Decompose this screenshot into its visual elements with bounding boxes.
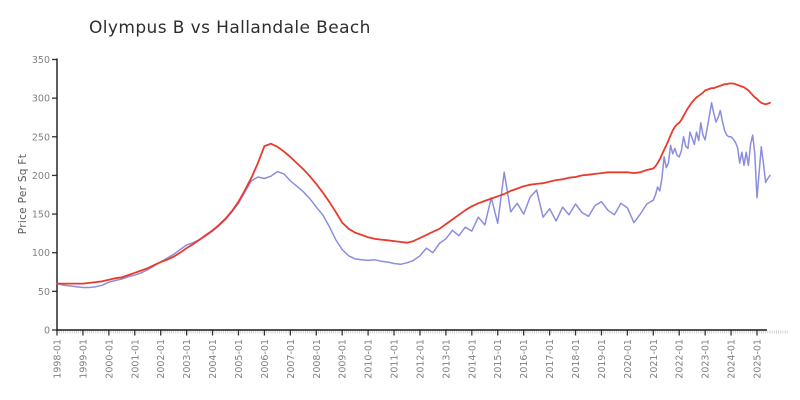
- y-tick-label: 0: [44, 326, 50, 337]
- y-tick-label: 50: [38, 287, 50, 298]
- x-tick-label: 1998-01: [53, 339, 64, 379]
- x-tick-label: 2001-01: [130, 339, 141, 379]
- chart-title: Olympus B vs Hallandale Beach: [89, 18, 371, 38]
- x-tick-label: 2007-01: [286, 339, 297, 379]
- x-tick-label: 2017-01: [545, 339, 556, 379]
- x-tick-label: 2000-01: [104, 339, 115, 379]
- x-tick-label: 2022-01: [675, 339, 686, 379]
- series-blue-line: [56, 102, 771, 289]
- series-red-line: [56, 82, 771, 285]
- x-tick-label: 2003-01: [182, 339, 193, 379]
- y-tick-label: 300: [32, 94, 50, 105]
- y-tick-label: 200: [32, 171, 50, 182]
- y-tick-label: 350: [32, 55, 50, 66]
- x-tick-label: 2012-01: [415, 339, 426, 379]
- x-tick-label: 2002-01: [156, 339, 167, 379]
- x-tick-label: 2004-01: [208, 339, 219, 379]
- x-tick-label: 2008-01: [312, 339, 323, 379]
- y-tick-label: 250: [32, 132, 50, 143]
- x-tick-label: 2014-01: [467, 339, 478, 379]
- x-tick-label: 2025-01: [753, 339, 764, 379]
- x-tick-label: 2024-01: [727, 339, 738, 379]
- x-tick-label: 2005-01: [234, 339, 245, 379]
- x-tick-label: 2018-01: [571, 339, 582, 379]
- x-tick-label: 2020-01: [623, 339, 634, 379]
- y-tick-label: 150: [32, 210, 50, 221]
- x-tick-label: 2009-01: [338, 339, 349, 379]
- x-tick-label: 1999-01: [78, 339, 89, 379]
- x-tick-label: 2021-01: [649, 339, 660, 379]
- x-tick-label: 2023-01: [701, 339, 712, 379]
- x-tick-label: 2013-01: [441, 339, 452, 379]
- y-tick-label: 100: [32, 248, 50, 259]
- x-tick-label: 2016-01: [519, 339, 530, 379]
- x-tick-label: 2019-01: [597, 339, 608, 379]
- x-tick-label: 2015-01: [493, 339, 504, 379]
- x-tick-label: 2006-01: [260, 339, 271, 379]
- x-tick-label: 2011-01: [390, 339, 401, 379]
- y-axis-label: Price Per Sq Ft: [17, 153, 29, 235]
- x-tick-label: 2010-01: [364, 339, 375, 379]
